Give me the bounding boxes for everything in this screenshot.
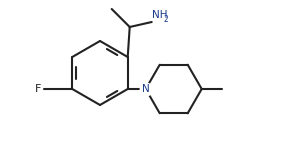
Text: N: N — [142, 84, 150, 94]
Text: NH: NH — [152, 10, 168, 20]
Text: 2: 2 — [164, 16, 168, 25]
Text: F: F — [35, 84, 41, 94]
